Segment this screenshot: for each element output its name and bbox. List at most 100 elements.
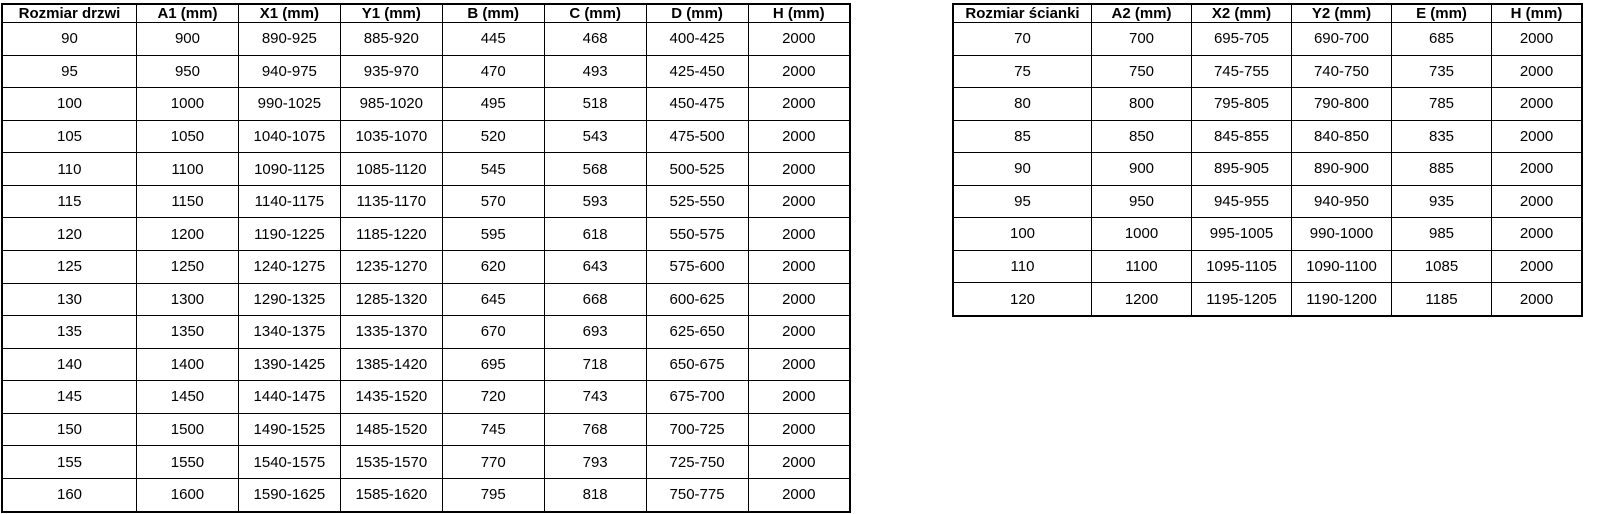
column-header: E (mm) [1391,3,1492,23]
table-cell: 475-500 [645,119,749,154]
table-cell: 2000 [1491,87,1583,121]
table-cell: 745 [441,412,545,447]
table-cell: 845-855 [1191,119,1292,153]
table-cell: 543 [543,119,647,154]
table-cell: 620 [441,249,545,284]
table-cell: 890-900 [1291,152,1392,186]
table-cell: 900 [1091,152,1192,186]
table-cell: 1500 [136,412,239,447]
column-header: Y1 (mm) [339,3,443,23]
table-row: 120 1200 1190-1225 1185-1220 595 618 550-575 20… [1,217,851,251]
table-cell: 95 [952,184,1092,218]
table-cell: 618 [543,217,647,251]
table-cell: 90 [952,152,1092,186]
table-cell: 1135-1170 [339,184,443,219]
table-cell: 1195-1205 [1191,282,1292,317]
table-cell: 1450 [136,380,239,414]
wall-sizes-table: Rozmiar ścianki A2 (mm) X2 (mm) Y2 (mm) E (m… [952,3,1583,317]
table-cell: 935-970 [339,54,443,89]
table-row: 145 1450 1440-1475 1435-1520 720 743 675-700 20… [1,380,851,414]
table-row: 105 1050 1040-1075 1035-1070 520 543 475-500 20… [1,119,851,154]
table-row: 135 1350 1340-1375 1335-1370 670 693 625-650 20… [1,315,851,349]
table-cell: 740-750 [1291,54,1392,88]
table-row: 75 750 745-755 740-750 735 2000 [952,54,1583,88]
table-cell: 155 [1,445,137,479]
table-cell: 2000 [1491,282,1583,317]
table-cell: 2000 [1491,22,1583,56]
table-cell: 795-805 [1191,87,1292,121]
table-cell: 690-700 [1291,22,1392,56]
table-cell: 1590-1625 [237,477,341,513]
table-cell: 2000 [747,87,851,121]
table-cell: 1440-1475 [237,380,341,414]
table-cell: 718 [543,347,647,382]
table-cell: 1285-1320 [339,282,443,317]
table-cell: 115 [1,184,137,219]
column-header: H (mm) [1491,3,1583,23]
table-cell: 70 [952,22,1092,56]
table-row: 85 850 845-855 840-850 835 2000 [952,119,1583,153]
table-row: 150 1500 1490-1525 1485-1520 745 768 700-725 20… [1,412,851,447]
table-row: 155 1550 1540-1575 1535-1570 770 793 725-750 20… [1,445,851,479]
table-cell: 2000 [747,412,851,447]
table-cell: 700 [1091,22,1192,56]
table-cell: 1050 [136,119,239,154]
table-cell: 1350 [136,315,239,349]
table-cell: 1085 [1391,249,1492,283]
table-cell: 668 [543,282,647,317]
table-cell: 525-550 [645,184,749,219]
table-row: 110 1100 1095-1105 1090-1100 1085 2000 [952,249,1583,283]
table-cell: 895-905 [1191,152,1292,186]
table-cell: 950 [1091,184,1192,218]
table-cell: 85 [952,119,1092,153]
table-cell: 1200 [136,217,239,251]
table-row: 90 900 890-925 885-920 445 468 400-425 2000 [1,22,851,56]
table-cell: 160 [1,477,137,513]
table-cell: 1535-1570 [339,445,443,479]
table-row: 80 800 795-805 790-800 785 2000 [952,87,1583,121]
table-cell: 1100 [136,152,239,186]
table-cell: 1000 [1091,217,1192,251]
table-cell: 1190-1200 [1291,282,1392,317]
table-cell: 518 [543,87,647,121]
table-cell: 2000 [1491,152,1583,186]
table-cell: 468 [543,22,647,56]
table-cell: 445 [441,22,545,56]
column-header: A1 (mm) [136,3,239,23]
table-cell: 800 [1091,87,1192,121]
table-cell: 2000 [747,184,851,219]
table-row: 95 950 940-975 935-970 470 493 425-450 2000 [1,54,851,89]
table-cell: 695 [441,347,545,382]
table-row: 70 700 695-705 690-700 685 2000 [952,22,1583,56]
table-cell: 795 [441,477,545,513]
table-cell: 2000 [747,380,851,414]
table-cell: 768 [543,412,647,447]
table-cell: 1000 [136,87,239,121]
table-cell: 700-725 [645,412,749,447]
table-cell: 520 [441,119,545,154]
table-cell: 793 [543,445,647,479]
table-cell: 995-1005 [1191,217,1292,251]
table-cell: 1385-1420 [339,347,443,382]
table-cell: 450-475 [645,87,749,121]
table-row: 90 900 895-905 890-900 885 2000 [952,152,1583,186]
table-cell: 2000 [747,217,851,251]
table-cell: 545 [441,152,545,186]
table-cell: 650-675 [645,347,749,382]
table-cell: 1190-1225 [237,217,341,251]
table-row: 110 1100 1090-1125 1085-1120 545 568 500-525 20… [1,152,851,186]
wall-table-header-row: Rozmiar ścianki A2 (mm) X2 (mm) Y2 (mm) E (m… [952,3,1583,23]
table-cell: 575-600 [645,249,749,284]
table-cell: 2000 [1491,119,1583,153]
table-cell: 1240-1275 [237,249,341,284]
table-cell: 100 [1,87,137,121]
table-cell: 2000 [1491,249,1583,283]
table-cell: 695-705 [1191,22,1292,56]
table-cell: 568 [543,152,647,186]
table-cell: 1600 [136,477,239,513]
table-cell: 1085-1120 [339,152,443,186]
table-cell: 110 [952,249,1092,283]
table-cell: 2000 [747,477,851,513]
table-cell: 1540-1575 [237,445,341,479]
